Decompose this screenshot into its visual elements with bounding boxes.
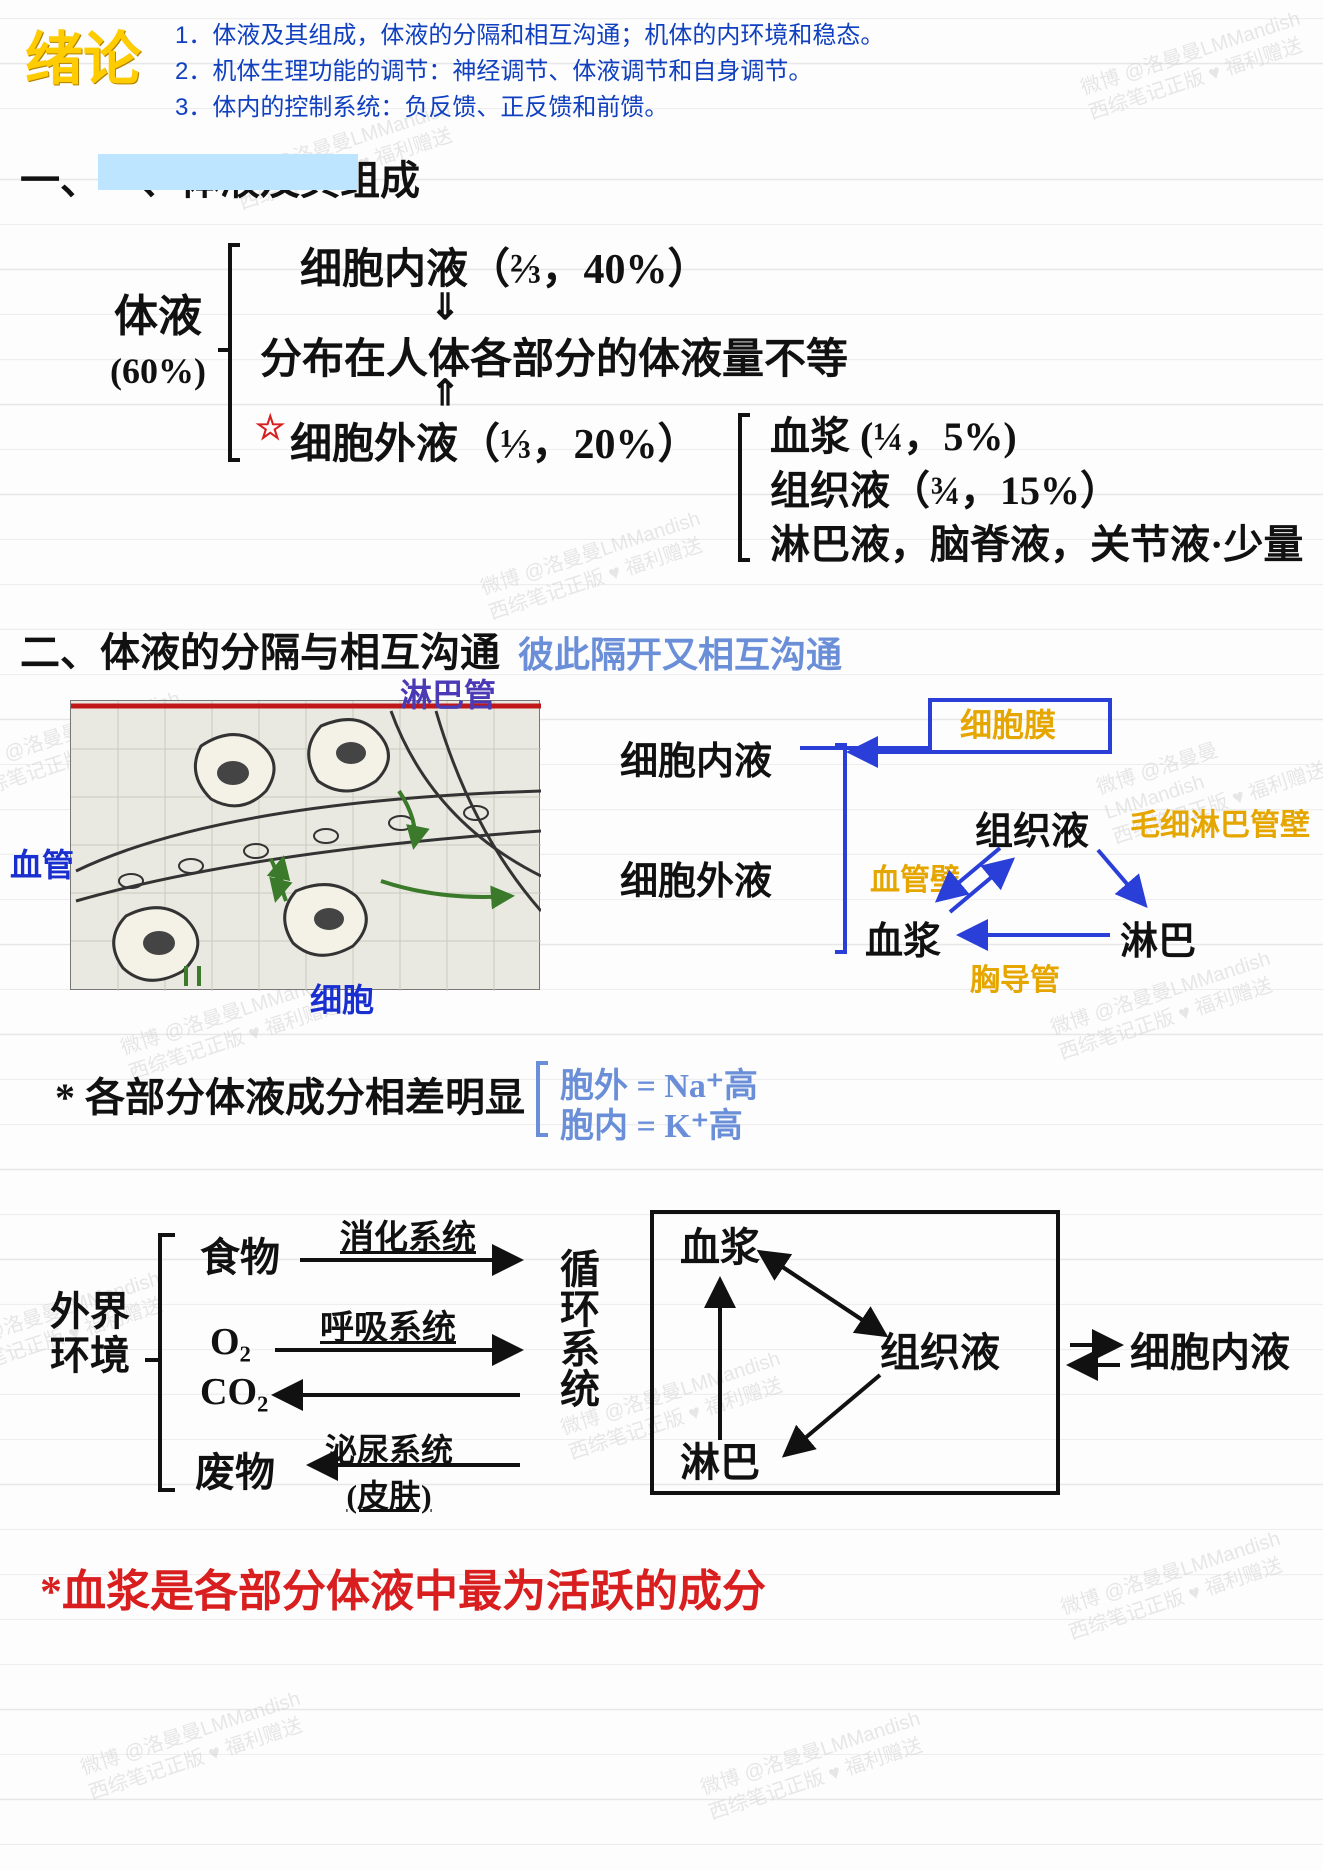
extracell-label: 细胞外液（⅓，20%） — [290, 410, 700, 471]
co2-label: CO₂ — [200, 1370, 268, 1414]
extracell-node: 细胞外液 — [620, 850, 772, 905]
vessel-label: 血管 — [10, 840, 74, 886]
cell-label: 细胞 — [310, 975, 374, 1021]
arrow-icon: ⇓ — [430, 286, 460, 328]
sketch-diagram — [70, 700, 540, 990]
distribution-label: 分布在人体各部分的体液量不等 — [260, 325, 848, 386]
intracell-box-label: 细胞内液 — [1130, 1320, 1290, 1378]
starnote-int: 胞内 = K⁺高 — [560, 1098, 743, 1147]
urinary-label: 泌尿系统 (皮肤) — [325, 1425, 453, 1517]
bodyfluid-label: 体液 (60%) — [110, 280, 206, 392]
thoraxduct-label: 胸导管 — [970, 955, 1060, 999]
cellmembrane-label: 细胞膜 — [960, 700, 1056, 746]
extracell-breakdown: 血浆 (¼，5%) 组织液（¾，15%） 淋巴液，脑脊液，关节液·少量 — [770, 410, 1303, 572]
intracell-node: 细胞内液 — [620, 730, 772, 785]
plasma-box-label: 血浆 — [680, 1215, 760, 1273]
section-2-note: 彼此隔开又相互沟通 — [518, 626, 842, 678]
conclusion-text: *血浆是各部分体液中最为活跃的成分 — [40, 1555, 766, 1619]
digest-label: 消化系统 — [340, 1210, 476, 1259]
o2-label: O₂ — [210, 1320, 251, 1364]
tissue-box-label: 组织液 — [880, 1320, 1000, 1378]
circ-label: 循 环 系 统 — [560, 1250, 600, 1410]
syllabus-item: 1．体液及其组成，体液的分隔和相互沟通；机体的内环境和稳态。 — [175, 18, 884, 54]
starnote-text: * 各部分体液成分相差明显 — [55, 1065, 525, 1123]
lymphvessel-label: 淋巴管 — [400, 670, 496, 716]
star-icon: ☆ — [255, 408, 285, 448]
lymph-box-label: 淋巴 — [680, 1430, 760, 1488]
syllabus-item: 2．机体生理功能的调节：神经调节、体液调节和自身调节。 — [175, 54, 884, 90]
resp-label: 呼吸系统 — [320, 1300, 456, 1349]
envlabel: 外界 环境 — [50, 1290, 130, 1378]
lymph-node: 淋巴 — [1120, 910, 1196, 965]
waste-label: 废物 — [195, 1440, 275, 1498]
syllabus-item: 3．体内的控制系统：负反馈、正反馈和前馈。 — [175, 90, 884, 126]
tissuefluid-node: 组织液 — [975, 800, 1089, 855]
food-label: 食物 — [200, 1225, 280, 1283]
page-title: 绪论 — [25, 12, 141, 96]
intracell-label: 细胞内液（⅔，40%） — [300, 235, 710, 296]
plasma-node: 血浆 — [865, 910, 941, 965]
syllabus-list: 1．体液及其组成，体液的分隔和相互沟通；机体的内环境和稳态。 2．机体生理功能的… — [175, 18, 884, 126]
lymphwall-label: 毛细淋巴管壁 — [1130, 800, 1310, 844]
capwall-label: 血管壁 — [870, 855, 960, 899]
arrow-icon: ⇑ — [430, 372, 460, 414]
